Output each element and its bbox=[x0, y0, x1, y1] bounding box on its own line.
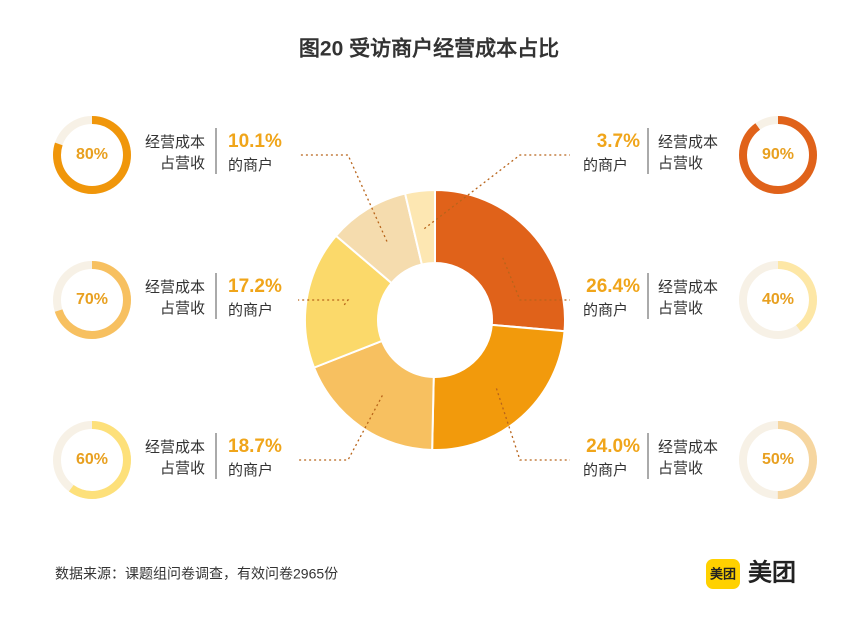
desc-line1: 经营成本 bbox=[658, 134, 718, 151]
suffix-label: 的商户 bbox=[228, 157, 273, 174]
leader-line bbox=[298, 395, 383, 461]
donut-segment bbox=[434, 188, 566, 333]
desc-line1: 经营成本 bbox=[145, 279, 205, 296]
donut-segment bbox=[304, 234, 393, 369]
suffix-label: 的商户 bbox=[228, 462, 273, 479]
value-label: 24.0% bbox=[586, 436, 640, 457]
brand-name: 美团 bbox=[748, 558, 796, 586]
leader-line bbox=[298, 299, 350, 306]
desc-line2: 占营收 bbox=[658, 300, 703, 317]
ring-label: 40% bbox=[762, 291, 794, 308]
desc-line2: 占营收 bbox=[160, 460, 205, 477]
donut-segment bbox=[403, 188, 436, 266]
desc-line2: 占营收 bbox=[160, 155, 205, 172]
desc-line2: 占营收 bbox=[658, 460, 703, 477]
ring-gauge bbox=[739, 261, 817, 339]
ring-gauge bbox=[53, 261, 131, 339]
value-label: 18.7% bbox=[228, 436, 282, 457]
source-note: 数据来源：课题组问卷调查，有效问卷2965份 bbox=[55, 566, 338, 582]
suffix-label: 的商户 bbox=[583, 302, 628, 319]
ring-label: 80% bbox=[76, 146, 108, 163]
donut-segment bbox=[312, 339, 435, 451]
ring-label: 90% bbox=[762, 146, 794, 163]
value-label: 10.1% bbox=[228, 131, 282, 152]
desc-line1: 经营成本 bbox=[145, 439, 205, 456]
leader-line bbox=[495, 388, 570, 461]
donut-segment bbox=[431, 323, 566, 451]
desc-line1: 经营成本 bbox=[658, 279, 718, 296]
ring-gauge bbox=[53, 421, 131, 499]
value-label: 26.4% bbox=[586, 276, 640, 297]
leader-line bbox=[298, 154, 388, 242]
value-label: 17.2% bbox=[228, 276, 282, 297]
ring-label: 50% bbox=[762, 451, 794, 468]
ring-gauge bbox=[739, 421, 817, 499]
suffix-label: 的商户 bbox=[583, 157, 628, 174]
ring-gauge bbox=[53, 116, 131, 194]
suffix-label: 的商户 bbox=[228, 302, 273, 319]
suffix-label: 的商户 bbox=[583, 462, 628, 479]
desc-line1: 经营成本 bbox=[658, 439, 718, 456]
ring-gauge bbox=[739, 116, 817, 194]
chart-title: 图20 受访商户经营成本占比 bbox=[299, 37, 559, 61]
leader-line bbox=[423, 154, 570, 230]
desc-line2: 占营收 bbox=[658, 155, 703, 172]
brand-icon bbox=[706, 559, 740, 589]
value-label: 3.7% bbox=[597, 131, 640, 152]
desc-line1: 经营成本 bbox=[145, 134, 205, 151]
brand-icon-text: 美团 bbox=[710, 566, 736, 581]
ring-label: 60% bbox=[76, 451, 108, 468]
desc-line2: 占营收 bbox=[160, 300, 205, 317]
leader-line bbox=[502, 257, 570, 301]
ring-label: 70% bbox=[76, 291, 108, 308]
